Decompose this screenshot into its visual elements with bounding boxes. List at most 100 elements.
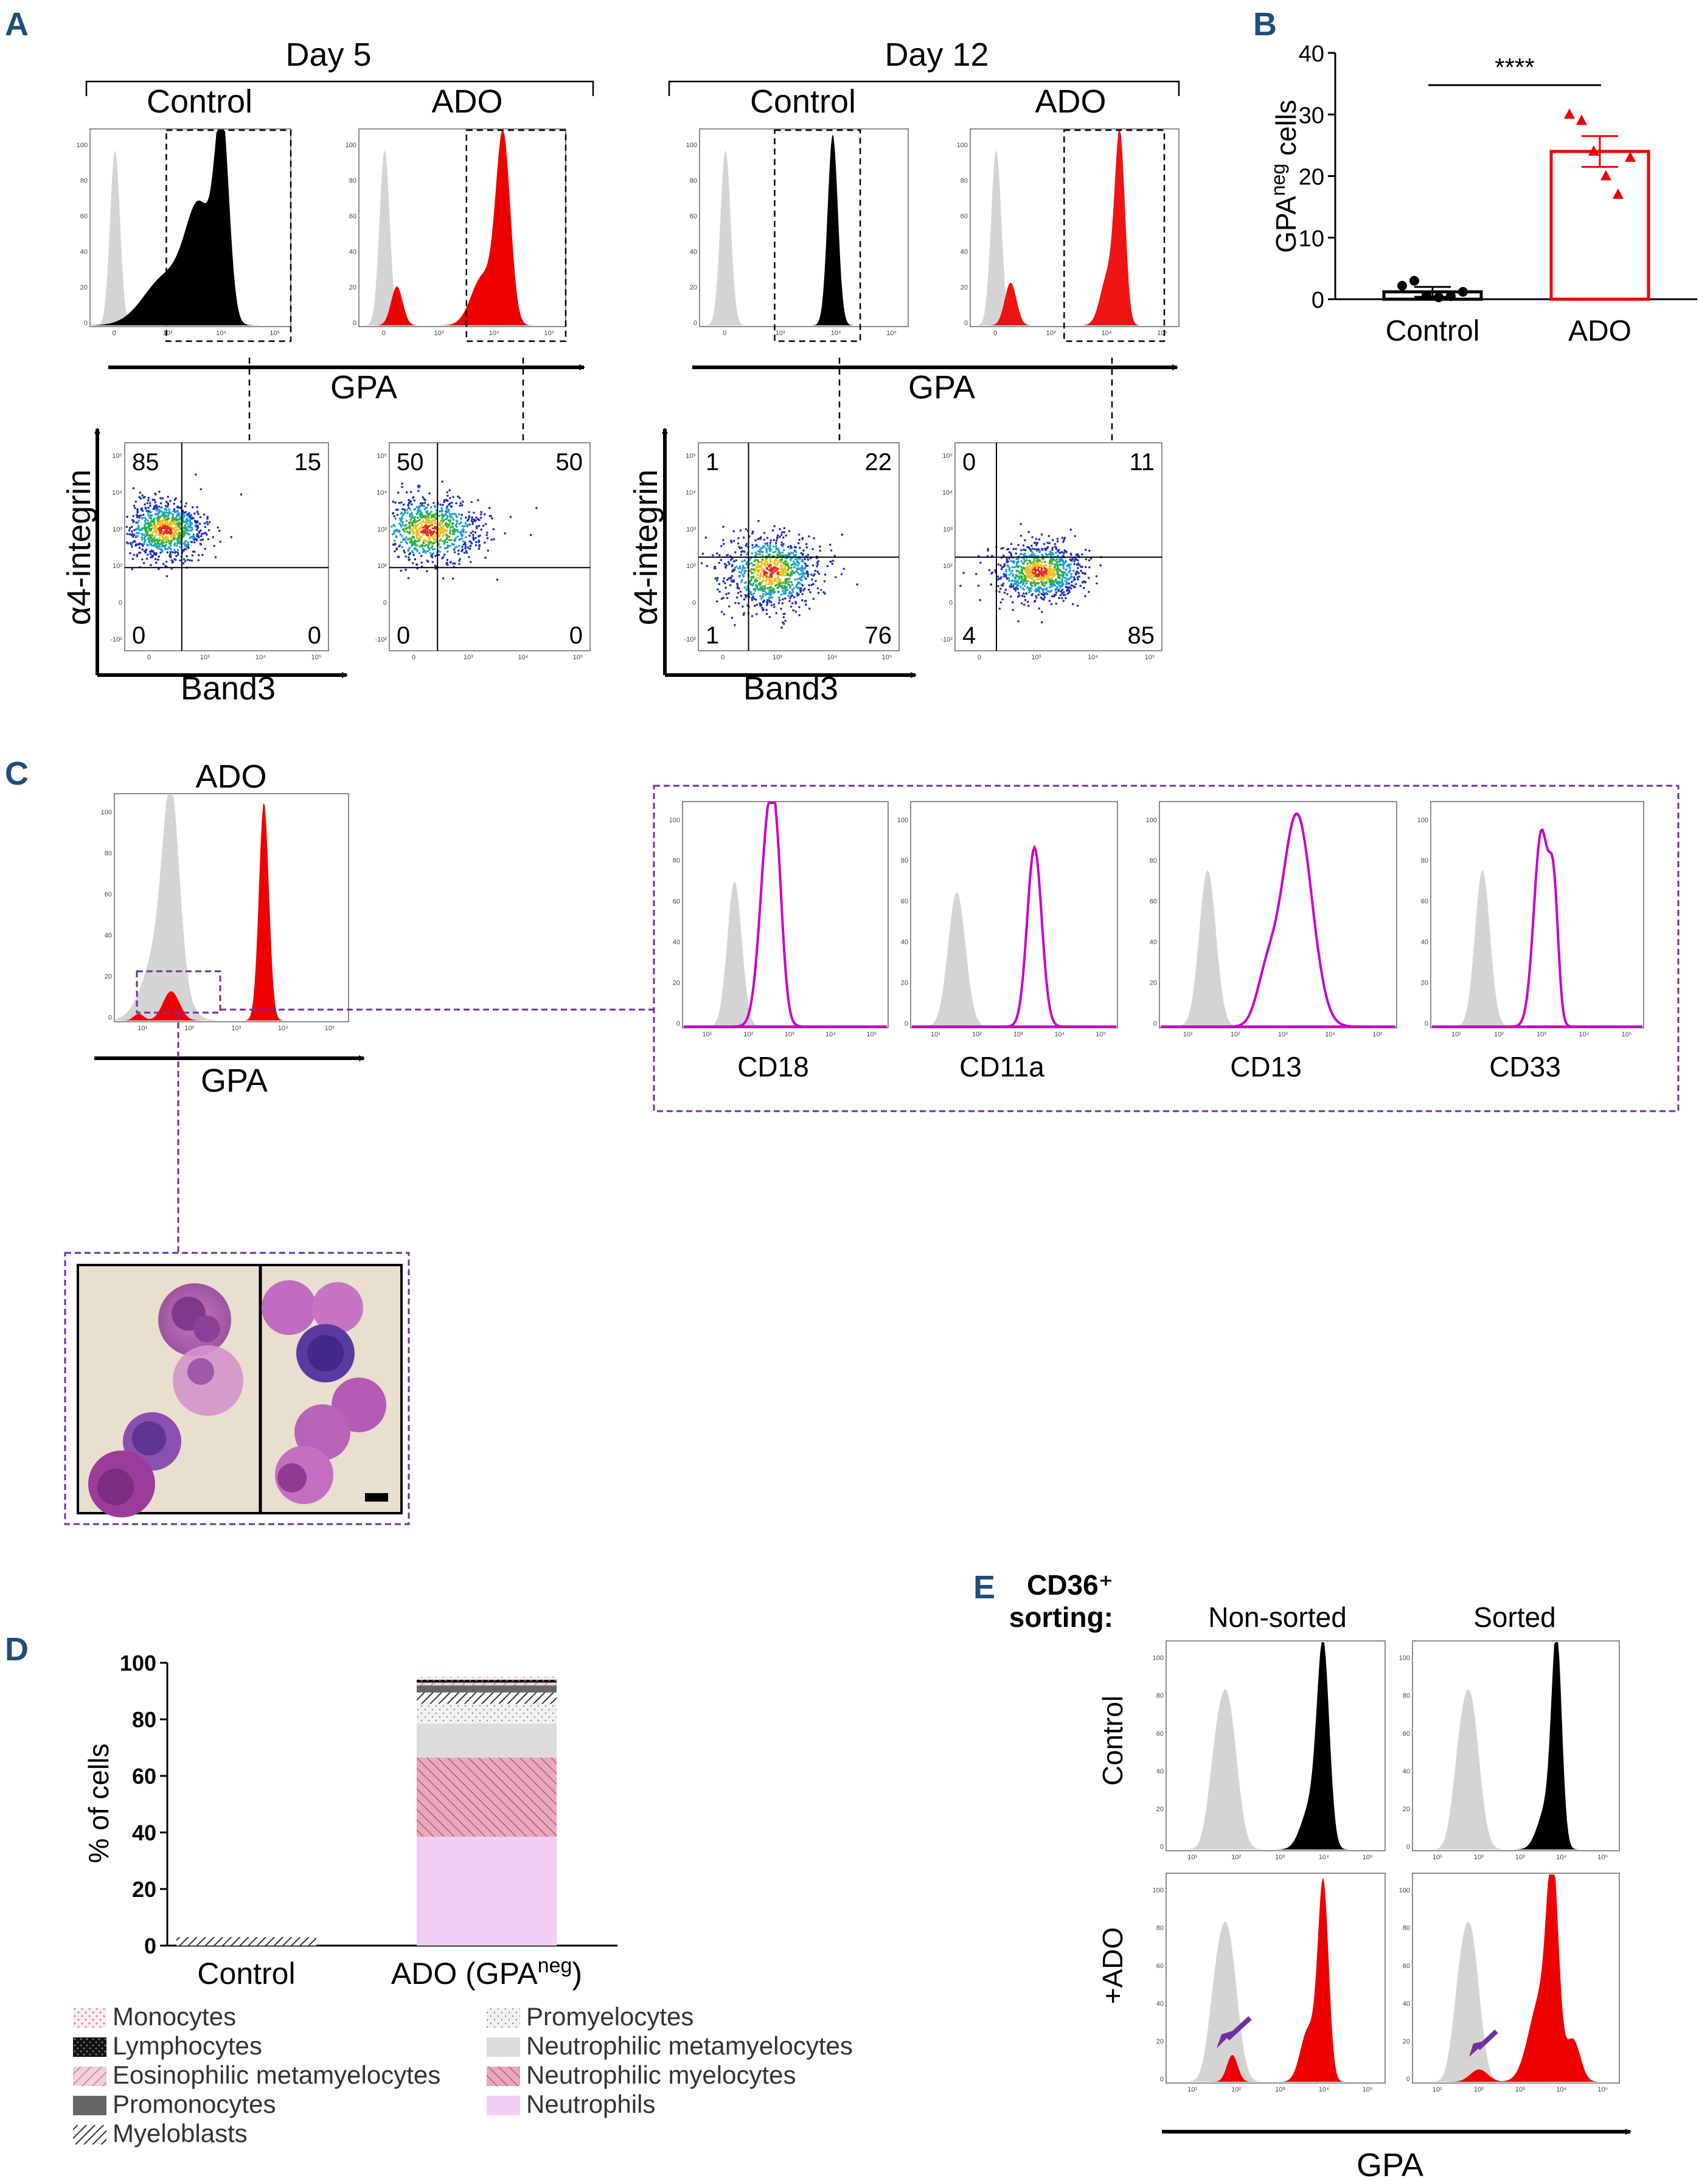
event-dot [1036, 557, 1039, 560]
event-dot [464, 522, 467, 524]
event-dot [1055, 568, 1058, 571]
event-dot [174, 535, 176, 537]
y-tick-label: 40 [1403, 1768, 1410, 1775]
quadrant-top-left-value: 0 [962, 449, 976, 476]
event-dot [1035, 597, 1038, 599]
event-dot [785, 554, 788, 557]
event-dot [796, 569, 799, 571]
event-dot [428, 543, 431, 546]
event-dot [763, 538, 765, 541]
event-dot [406, 538, 409, 541]
event-dot [782, 563, 785, 566]
event-dot [147, 511, 150, 515]
event-dot [1057, 575, 1060, 578]
event-dot [959, 584, 962, 587]
event-dot [808, 607, 811, 610]
event-dot [1008, 551, 1011, 553]
event-dot [1088, 591, 1090, 593]
event-dot [411, 523, 414, 525]
event-dot [460, 504, 464, 507]
event-dot [789, 575, 791, 577]
x-tick-label: 10⁵ [886, 330, 897, 337]
event-dot [718, 591, 721, 593]
event-dot [147, 496, 150, 499]
event-dot [427, 560, 429, 563]
event-dot [175, 533, 178, 535]
quadrant-bottom-right-value: 76 [865, 622, 892, 649]
event-dot [171, 517, 173, 519]
event-dot [449, 521, 451, 524]
event-dot [151, 532, 154, 535]
event-dot [745, 544, 747, 547]
event-dot [438, 515, 440, 517]
event-dot [403, 508, 406, 511]
event-dot [766, 536, 769, 539]
event-dot [174, 523, 177, 526]
y-tick-label: 80 [1156, 1693, 1164, 1700]
event-dot [195, 521, 198, 524]
gpa-histogram [91, 130, 290, 325]
event-dot [782, 623, 785, 625]
event-dot [798, 567, 801, 570]
y-tick-label: -10² [940, 636, 953, 643]
event-dot [398, 545, 401, 547]
event-dot [392, 533, 395, 535]
legend-label-neutrophilic-myelocytes: Neutrophilic myelocytes [526, 2061, 796, 2089]
event-dot [761, 558, 764, 561]
event-dot [177, 518, 180, 521]
event-dot [723, 577, 726, 580]
event-dot [173, 508, 176, 510]
significance-stars: **** [1495, 53, 1534, 81]
event-dot [1038, 607, 1041, 610]
event-dot [196, 533, 199, 536]
y-tick-label: 0 [1153, 1021, 1157, 1028]
event-dot [756, 603, 759, 606]
event-dot [150, 511, 152, 513]
event-dot [474, 536, 477, 539]
event-dot [1049, 564, 1052, 567]
event-dot [761, 570, 763, 573]
event-dot [1001, 598, 1004, 601]
event-dot [752, 568, 755, 571]
y-tick-label: 10² [943, 563, 953, 570]
event-dot [987, 547, 990, 550]
event-dot [160, 524, 162, 527]
event-dot [154, 513, 157, 516]
event-dot [450, 539, 453, 541]
event-dot [753, 572, 756, 575]
event-dot [797, 581, 800, 583]
event-dot [773, 606, 776, 608]
event-dot [1051, 573, 1054, 576]
event-dot [437, 553, 440, 556]
event-dot [1026, 580, 1029, 583]
event-dot [794, 578, 796, 581]
event-dot [796, 578, 799, 580]
event-dot [768, 578, 771, 581]
quadrant-bottom-left-value: 0 [132, 622, 145, 649]
quadrant-bottom-right-value: 85 [1128, 622, 1155, 649]
panel-e-gpa-label: GPA [1357, 2147, 1423, 2183]
event-dot [773, 562, 776, 564]
event-dot [745, 563, 748, 566]
y-axis-label-rest: cells [1270, 100, 1302, 164]
event-dot [196, 535, 198, 538]
event-dot [175, 515, 178, 518]
event-dot [166, 517, 169, 519]
event-dot [1020, 535, 1023, 537]
event-dot [740, 572, 743, 574]
event-dot [774, 567, 777, 569]
event-dot [810, 574, 813, 576]
event-dot [1023, 574, 1026, 577]
y-tick-label: 20 [349, 284, 356, 291]
event-dot [751, 597, 754, 600]
event-dot [459, 558, 461, 561]
event-dot [1003, 591, 1006, 594]
event-dot [1040, 621, 1043, 623]
y-tick-label: 80 [349, 178, 356, 185]
event-dot [427, 514, 430, 516]
event-dot [843, 567, 846, 570]
event-dot [762, 550, 764, 553]
event-dot [155, 561, 158, 564]
event-dot [179, 507, 182, 510]
